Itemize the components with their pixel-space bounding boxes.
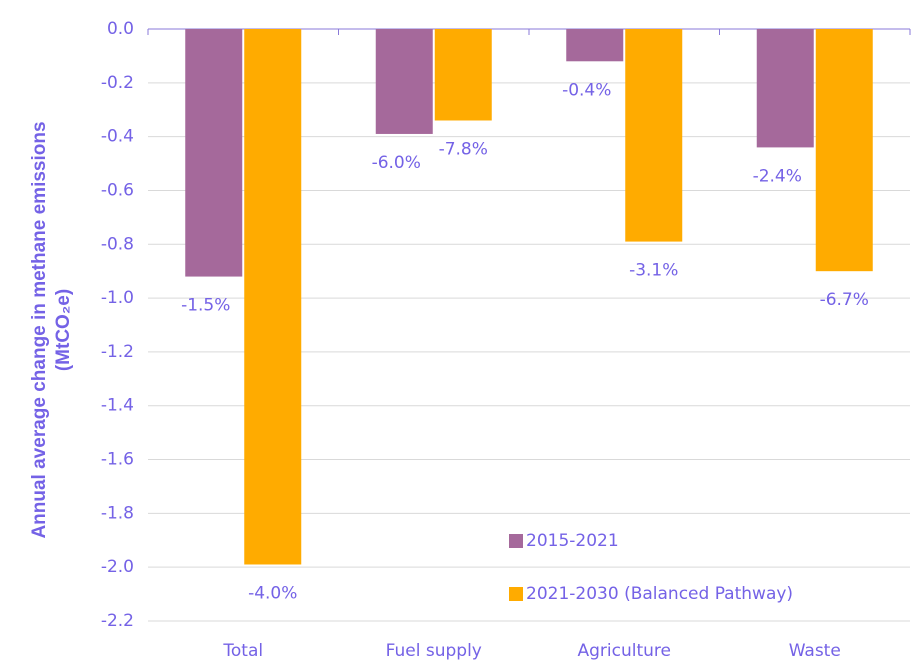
legend-swatch <box>509 587 523 601</box>
y-tick-label: -0.8 <box>101 234 134 254</box>
x-tick-label: Total <box>222 641 263 661</box>
bar-annotation: -6.7% <box>820 290 869 310</box>
y-label-line: Annual average change in methane emissio… <box>29 121 50 538</box>
bar <box>244 29 302 565</box>
bar <box>375 29 433 134</box>
bar-annotation: -3.1% <box>629 261 678 281</box>
legend-label: 2021-2030 (Balanced Pathway) <box>526 584 793 604</box>
x-tick-label: Agriculture <box>578 641 672 661</box>
legend-label: 2015-2021 <box>526 531 619 551</box>
bar-annotation: -4.0% <box>248 583 297 603</box>
y-tick-label: -2.2 <box>101 611 134 631</box>
x-tick-label: Fuel supply <box>386 641 482 661</box>
bar <box>625 29 683 242</box>
y-tick-label: -0.2 <box>101 73 134 93</box>
bar-annotation: -6.0% <box>372 153 421 173</box>
y-tick-label: 0.0 <box>107 19 134 39</box>
bar-annotation: -2.4% <box>753 166 802 186</box>
y-tick-label: -1.6 <box>101 450 134 470</box>
bar-annotation: -1.5% <box>181 296 230 316</box>
y-tick-label: -0.4 <box>101 127 134 147</box>
y-label-line: (MtCO₂e) <box>53 289 74 371</box>
bar <box>815 29 873 272</box>
x-tick-label: Waste <box>789 641 841 661</box>
bar <box>756 29 814 148</box>
legend-swatch <box>509 534 523 548</box>
y-tick-label: -0.6 <box>101 180 134 200</box>
bar <box>566 29 624 62</box>
y-tick-label: -1.2 <box>101 342 134 362</box>
y-tick-label: -2.0 <box>101 557 134 577</box>
bar <box>185 29 243 277</box>
y-tick-label: -1.4 <box>101 396 134 416</box>
bar-annotation: -0.4% <box>562 80 611 100</box>
y-tick-label: -1.0 <box>101 288 134 308</box>
bar <box>434 29 492 121</box>
y-axis-title: Annual average change in methane emissio… <box>29 121 74 538</box>
bar-annotation: -7.8% <box>439 139 488 159</box>
y-tick-label: -1.8 <box>101 503 134 523</box>
